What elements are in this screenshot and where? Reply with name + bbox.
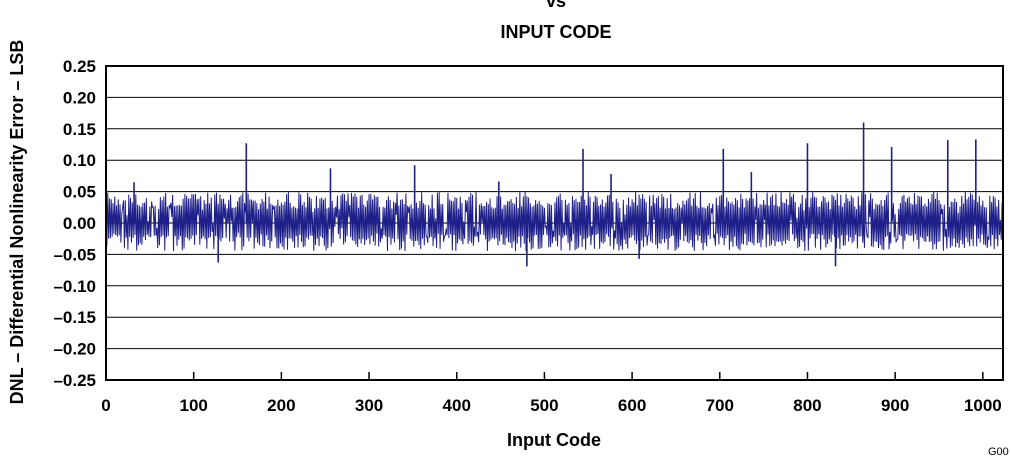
y-tick-label: –0.10 [53,277,96,296]
y-tick-label: 0.10 [63,151,96,170]
x-tick-label: 400 [443,396,471,415]
x-tick-label: 300 [355,396,383,415]
x-tick-label: 800 [793,396,821,415]
x-tick-label: 600 [618,396,646,415]
y-tick-label: –0.25 [53,371,96,390]
chart-title-line-2: INPUT CODE [500,22,611,42]
y-tick-label: 0.25 [63,57,96,76]
chart-title-line-1: vs [546,0,566,11]
x-tick-label: 500 [530,396,558,415]
x-tick-label: 1000 [964,396,1002,415]
y-tick-label: 0.05 [63,183,96,202]
dnl-trace [105,191,1004,252]
y-tick-label: –0.15 [53,308,96,327]
x-tick-label: 900 [881,396,909,415]
dnl-series [105,191,1004,252]
x-tick-label: 700 [706,396,734,415]
y-tick-label: –0.20 [53,340,96,359]
y-axis-label: DNL – Differential Nonlinearity Error – … [7,40,27,405]
dnl-spikes [133,122,977,267]
y-axis-ticks: 0.25 0.20 0.15 0.10 0.05 0.00 –0.05 –0.10 –0.15 –… [53,57,96,390]
x-tick-label: 200 [267,396,295,415]
x-axis-ticks: 0 100 200 300 400 500 600 700 800 900 1000 [101,372,1002,415]
y-tick-label: 0.20 [63,88,96,107]
x-axis-label: Input Code [507,430,601,450]
x-tick-label: 0 [101,396,110,415]
x-tick-label: 100 [179,396,207,415]
y-tick-label: –0.05 [53,245,96,264]
y-tick-label: 0.15 [63,120,96,139]
figure-id: G00 [988,446,1009,458]
plot-frame [105,65,1004,381]
y-tick-label: 0.00 [63,214,96,233]
